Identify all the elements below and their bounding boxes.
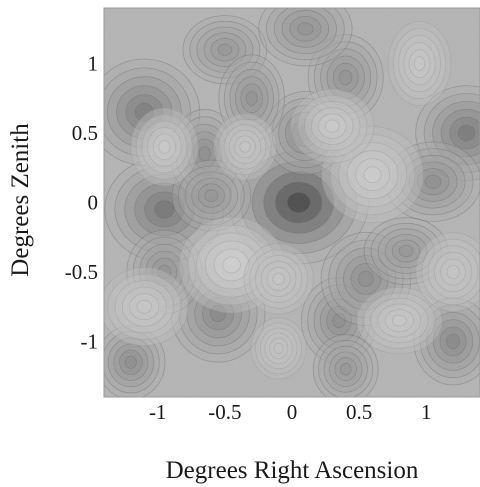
y-axis: 1 0.5 0 -0.5 -1 (65, 52, 98, 354)
x-tick-label: 0.5 (346, 400, 372, 424)
y-tick-label: 0 (88, 191, 99, 215)
y-tick-label: -0.5 (65, 260, 98, 284)
y-tick-label: 1 (88, 52, 99, 76)
x-axis: -1 -0.5 0 0.5 1 (149, 400, 432, 424)
x-tick-label: 0 (287, 400, 298, 424)
x-tick-label: 1 (421, 400, 432, 424)
y-tick-label: -1 (81, 329, 99, 353)
x-tick-label: -1 (149, 400, 167, 424)
plot-frame (103, 7, 480, 398)
y-axis-label: Degrees Zenith (7, 123, 34, 277)
plot-grain (104, 8, 480, 397)
plot-area (103, 7, 480, 398)
y-tick-label: 0.5 (72, 121, 98, 145)
x-axis-label: Degrees Right Ascension (166, 457, 419, 484)
x-tick-label: -0.5 (208, 400, 241, 424)
